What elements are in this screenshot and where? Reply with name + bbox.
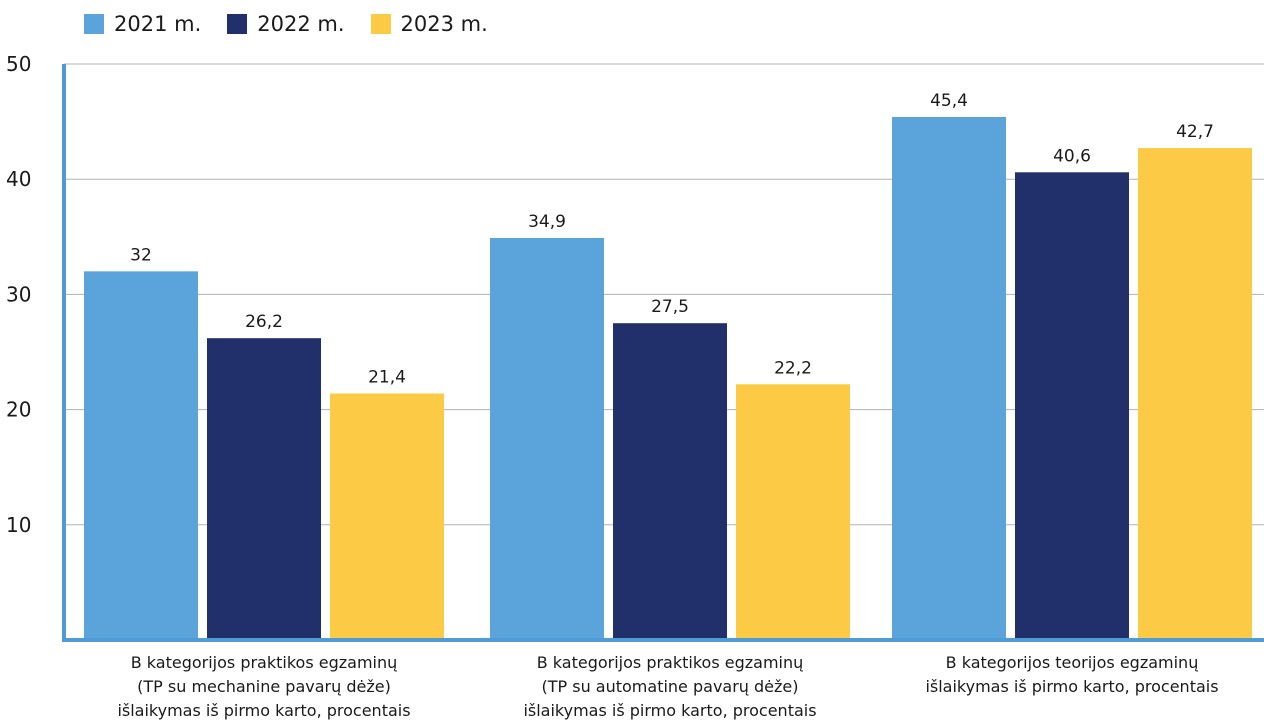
bar — [330, 393, 444, 640]
bar — [613, 323, 727, 640]
x-category-label: išlaikymas iš pirmo karto, procentais — [925, 677, 1218, 696]
data-label: 45,4 — [930, 91, 968, 111]
x-category-label: B kategorijos praktikos egzaminų — [537, 653, 804, 672]
bar — [1015, 172, 1129, 640]
data-label: 21,4 — [368, 367, 406, 387]
data-label: 40,6 — [1053, 146, 1091, 166]
data-label: 27,5 — [651, 297, 689, 317]
y-tick-label: 50 — [6, 52, 31, 76]
data-label: 26,2 — [245, 312, 283, 332]
legend-item: 2023 m. — [370, 12, 488, 36]
data-label: 42,7 — [1176, 122, 1214, 142]
y-tick-label: 30 — [6, 282, 31, 306]
legend-label: 2021 m. — [114, 12, 202, 36]
x-category-label: B kategorijos teorijos egzaminų — [946, 653, 1199, 672]
bar — [207, 338, 321, 640]
bar — [736, 384, 850, 640]
legend-item: 2021 m. — [84, 12, 201, 36]
bar — [84, 271, 198, 640]
legend-item: 2022 m. — [227, 12, 345, 36]
y-tick-label: 20 — [6, 398, 31, 422]
x-category-label: B kategorijos praktikos egzaminų — [131, 653, 398, 672]
data-label: 32 — [130, 245, 152, 265]
data-label: 34,9 — [528, 212, 566, 232]
legend-swatch — [370, 14, 391, 34]
y-tick-label: 10 — [6, 513, 31, 537]
x-category-label: (TP su automatine pavarų dėže) — [541, 677, 798, 696]
x-category-label: išlaikymas iš pirmo karto, procentais — [523, 701, 816, 720]
legend-label: 2022 m. — [257, 12, 345, 36]
x-category-label: išlaikymas iš pirmo karto, procentais — [117, 701, 410, 720]
legend-swatch — [227, 14, 248, 34]
legend-swatch — [84, 14, 104, 34]
bar — [490, 237, 604, 640]
bar — [1138, 148, 1252, 640]
data-label: 22,2 — [774, 358, 812, 378]
legend: 2021 m. 2022 m. 2023 m. — [84, 12, 488, 36]
bar — [892, 116, 1006, 640]
y-tick-label: 40 — [6, 167, 31, 191]
x-category-label: (TP su mechanine pavarų dėže) — [137, 677, 391, 696]
legend-label: 2023 m. — [400, 12, 488, 36]
